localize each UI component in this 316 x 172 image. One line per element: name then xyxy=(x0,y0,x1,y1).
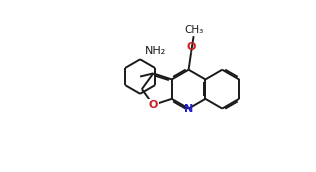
Text: CH₃: CH₃ xyxy=(184,25,203,35)
Text: O: O xyxy=(149,100,158,110)
Text: N: N xyxy=(184,104,193,114)
Text: NH₂: NH₂ xyxy=(145,46,166,56)
Text: O: O xyxy=(186,41,196,52)
